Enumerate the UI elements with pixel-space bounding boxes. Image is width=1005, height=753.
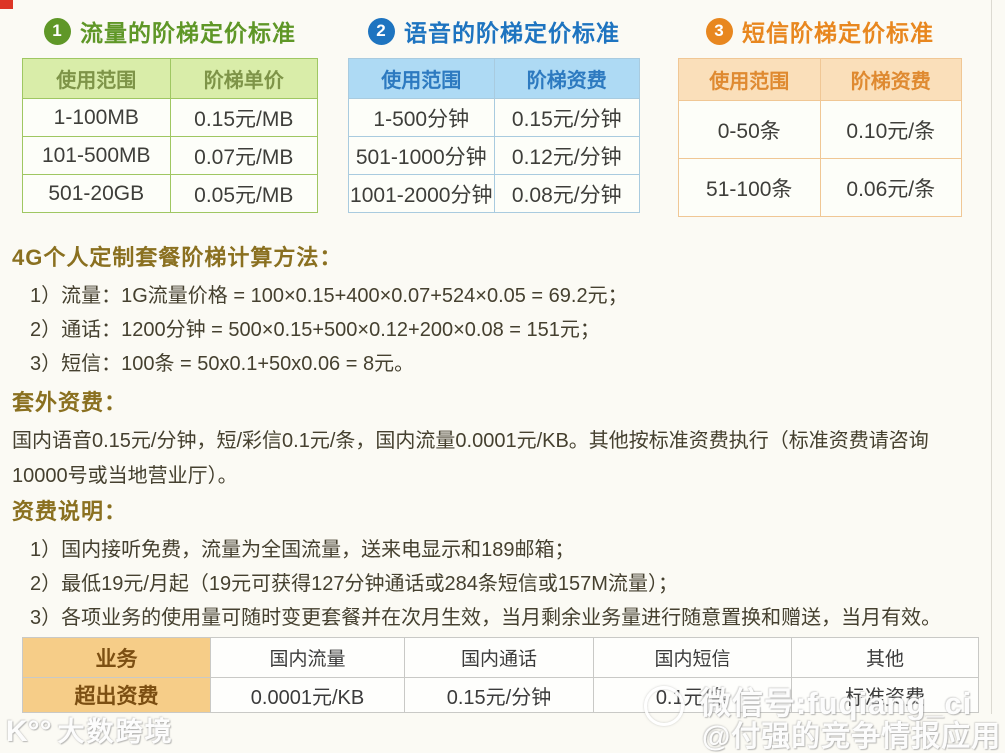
voice-pricing-title-text: 语音的阶梯定价标准 xyxy=(404,20,620,46)
watermark-face-icon xyxy=(644,686,684,726)
table-cell: 0-50条 xyxy=(678,100,821,159)
overage-value-cell: 0.0001元/KB xyxy=(210,677,405,713)
table-cell: 0.10元/条 xyxy=(819,100,962,159)
table-cell: 51-100条 xyxy=(678,158,821,217)
wechat-id-watermark: 微信号:fuqiang_ci xyxy=(700,686,973,721)
data-pricing-title-text: 流量的阶梯定价标准 xyxy=(80,20,296,46)
column-header-usage: 使用范围 xyxy=(678,58,821,101)
table-row: 1-500分钟 0.15元/分钟 xyxy=(348,98,640,137)
table-header-row: 使用范围 阶梯单价 xyxy=(22,58,318,99)
fee-notes-heading: 资费说明： xyxy=(12,499,128,524)
overage-row-label: 超出资费 xyxy=(22,677,211,713)
voice-pricing-block: 2 语音的阶梯定价标准 使用范围 阶梯资费 1-500分钟 0.15元/分钟 5… xyxy=(348,12,640,213)
table-cell: 0.06元/条 xyxy=(819,158,962,217)
overage-column-header: 国内流量 xyxy=(210,637,405,678)
corner-mark xyxy=(0,0,13,9)
table-row: 501-20GB 0.05元/MB xyxy=(22,174,318,213)
extra-fee-heading: 套外资费： xyxy=(12,390,128,415)
sms-pricing-table: 使用范围 阶梯资费 0-50条 0.10元/条 51-100条 0.06元/条 xyxy=(678,58,962,217)
fee-note-item: 1）国内接听免费，流量为全国流量，送来电显示和189邮箱； xyxy=(30,539,575,561)
column-header-usage: 使用范围 xyxy=(22,58,171,99)
table-cell: 0.05元/MB xyxy=(169,174,318,213)
overage-value-cell: 0.15元/分钟 xyxy=(404,677,594,713)
sms-pricing-title-text: 短信阶梯定价标准 xyxy=(742,20,934,46)
voice-pricing-title: 2 语音的阶梯定价标准 xyxy=(348,12,640,50)
table-cell: 0.15元/分钟 xyxy=(493,98,640,137)
table-cell: 501-1000分钟 xyxy=(348,136,495,175)
table-header-row: 使用范围 阶梯资费 xyxy=(678,58,962,101)
dashu-logo-icon: K°° xyxy=(6,715,52,748)
extra-fee-body: 国内语音0.15元/分钟，短/彩信0.1元/条，国内流量0.0001元/KB。其… xyxy=(12,430,929,487)
table-cell: 0.07元/MB xyxy=(169,136,318,175)
column-header-fee: 阶梯资费 xyxy=(493,58,640,99)
column-header-fee: 阶梯资费 xyxy=(819,58,962,101)
calc-method-section: 4G个人定制套餐阶梯计算方法： 1）流量：1G流量价格 = 100×0.15+4… xyxy=(12,240,972,381)
fee-note-item: 2）最低19元/月起（19元可获得127分钟通话或284条短信或157M流量）； xyxy=(30,573,678,595)
calc-method-heading: 4G个人定制套餐阶梯计算方法： xyxy=(12,245,343,270)
page-edge-divider xyxy=(991,0,992,714)
overage-column-header: 国内通话 xyxy=(404,637,594,678)
data-pricing-table: 使用范围 阶梯单价 1-100MB 0.15元/MB 101-500MB 0.0… xyxy=(22,58,318,213)
overage-header-row: 业务 国内流量 国内通话 国内短信 其他 xyxy=(22,637,979,678)
overage-header-label: 业务 xyxy=(22,637,211,678)
data-pricing-block: 1 流量的阶梯定价标准 使用范围 阶梯单价 1-100MB 0.15元/MB 1… xyxy=(22,12,318,213)
fee-note-item: 3）各项业务的使用量可随时变更套餐并在次月生效，当月剩余业务量进行随意置换和赠送… xyxy=(30,607,942,629)
calc-method-item: 2）通话：1200分钟 = 500×0.15+500×0.12+200×0.08… xyxy=(30,319,600,341)
column-header-usage: 使用范围 xyxy=(348,58,495,99)
table-cell: 501-20GB xyxy=(22,174,171,213)
table-cell: 0.15元/MB xyxy=(169,98,318,137)
calc-method-item: 3）短信：100条 = 50x0.1+50x0.06 = 8元。 xyxy=(30,353,415,375)
table-cell: 1-500分钟 xyxy=(348,98,495,137)
calc-method-item: 1）流量：1G流量价格 = 100×0.15+400×0.07+524×0.05… xyxy=(30,285,628,307)
table-cell: 0.12元/分钟 xyxy=(493,136,640,175)
overage-column-header: 国内短信 xyxy=(593,637,792,678)
credit-watermark: @付强的竞争情报应用 xyxy=(702,721,1002,753)
sms-pricing-title: 3 短信阶梯定价标准 xyxy=(678,12,962,50)
table-cell: 0.08元/分钟 xyxy=(493,174,640,213)
fee-notes-section: 资费说明： 1）国内接听免费，流量为全国流量，送来电显示和189邮箱； 2）最低… xyxy=(12,494,972,635)
overage-table: 业务 国内流量 国内通话 国内短信 其他 超出资费 0.0001元/KB 0.1… xyxy=(22,637,979,713)
column-header-price: 阶梯单价 xyxy=(169,58,318,99)
data-pricing-title: 1 流量的阶梯定价标准 xyxy=(22,12,318,50)
table-cell: 101-500MB xyxy=(22,136,171,175)
table-row: 101-500MB 0.07元/MB xyxy=(22,136,318,175)
table-row: 1001-2000分钟 0.08元/分钟 xyxy=(348,174,640,213)
voice-pricing-table: 使用范围 阶梯资费 1-500分钟 0.15元/分钟 501-1000分钟 0.… xyxy=(348,58,640,213)
dashu-brand-watermark: K°° 大数跨境 xyxy=(6,710,174,749)
badge-1-icon: 1 xyxy=(44,17,71,45)
table-row: 501-1000分钟 0.12元/分钟 xyxy=(348,136,640,175)
table-cell: 1-100MB xyxy=(22,98,171,137)
dashu-brand-text: 大数跨境 xyxy=(57,717,174,747)
extra-fee-section: 套外资费： 国内语音0.15元/分钟，短/彩信0.1元/条，国内流量0.0001… xyxy=(12,385,972,494)
table-row: 51-100条 0.06元/条 xyxy=(678,158,962,217)
badge-3-icon: 3 xyxy=(706,17,733,45)
table-header-row: 使用范围 阶梯资费 xyxy=(348,58,640,99)
overage-value-cell: 标准资费 xyxy=(791,677,979,713)
overage-value-row: 超出资费 0.0001元/KB 0.15元/分钟 0.1元/条 标准资费 xyxy=(22,677,979,713)
overage-column-header: 其他 xyxy=(791,637,979,678)
table-row: 0-50条 0.10元/条 xyxy=(678,100,962,159)
table-row: 1-100MB 0.15元/MB xyxy=(22,98,318,137)
table-cell: 1001-2000分钟 xyxy=(348,174,495,213)
sms-pricing-block: 3 短信阶梯定价标准 使用范围 阶梯资费 0-50条 0.10元/条 51-10… xyxy=(678,12,962,217)
badge-2-icon: 2 xyxy=(368,17,395,45)
